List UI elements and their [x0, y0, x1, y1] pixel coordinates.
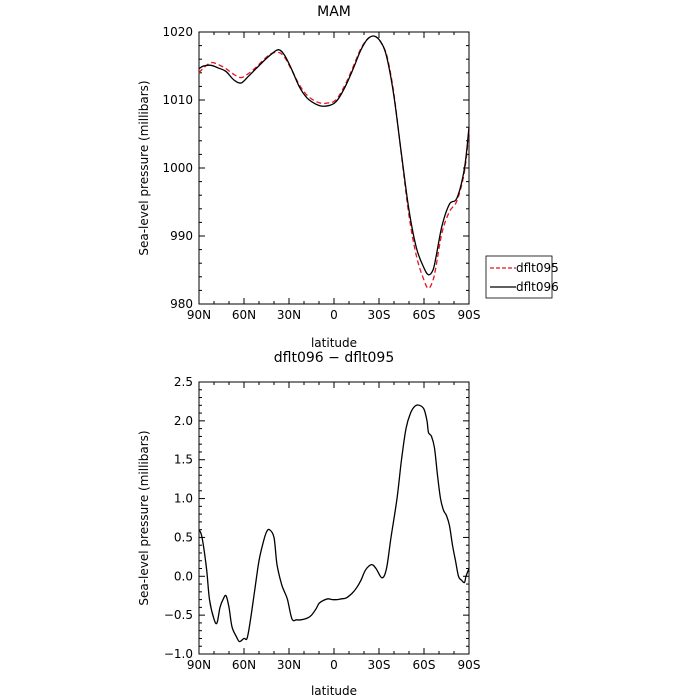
x-tick-label: 0 [330, 658, 338, 672]
y-tick-label: 1020 [162, 25, 193, 39]
x-tick-label: 30S [368, 658, 391, 672]
y-tick-label: 1.5 [174, 453, 193, 467]
y-tick-label: 990 [170, 229, 193, 243]
y-axis-label: Sea-level pressure (millibars) [137, 80, 151, 255]
x-tick-label: 90N [187, 308, 211, 322]
x-tick-label: 30N [277, 308, 301, 322]
y-tick-label: 0.0 [174, 569, 193, 583]
legend-box [485, 255, 553, 299]
series-line-dflt096 [198, 35, 470, 276]
y-tick-label: 1010 [162, 93, 193, 107]
x-axis-label: latitude [311, 336, 357, 350]
bottom-panel: dflt096 − dflt095 90N 60N 30N 0 30S 60S 90S −1.0… [137, 350, 480, 698]
x-tick-label: 60N [232, 308, 256, 322]
x-tick-label: 60S [413, 308, 436, 322]
legend-label: dflt096 [516, 280, 559, 294]
x-tick-label: 30N [277, 658, 301, 672]
y-tick-label: −0.5 [164, 608, 193, 622]
x-tick-label: 0 [330, 308, 338, 322]
x-tick-label: 60N [232, 658, 256, 672]
series-line-dflt096-dflt095 [198, 404, 470, 643]
y-tick-label: 1000 [162, 161, 193, 175]
x-tick-label: 90S [458, 658, 481, 672]
plot-frame [198, 31, 470, 305]
x-tick-label: 90N [187, 658, 211, 672]
chart-title: MAM [317, 4, 351, 20]
y-tick-label: 1.0 [174, 492, 193, 506]
y-axis-label: Sea-level pressure (millibars) [137, 430, 151, 605]
x-tick-label: 90S [458, 308, 481, 322]
top-panel: MAM 90N 60N 30N 0 30S 60S 90S 980 990 1000 1010 1020… [137, 4, 559, 350]
y-tick-label: 2.0 [174, 414, 193, 428]
y-tick-label: 2.5 [174, 375, 193, 389]
legend-label: dflt095 [516, 261, 559, 275]
x-tick-label: 60S [413, 658, 436, 672]
y-tick-label: −1.0 [164, 647, 193, 661]
plot-frame [198, 381, 470, 655]
y-tick-label: 0.5 [174, 530, 193, 544]
x-tick-label: 30S [368, 308, 391, 322]
chart-title: dflt096 − dflt095 [274, 350, 394, 366]
y-tick-label: 980 [170, 297, 193, 311]
series-line-dflt095 [198, 35, 470, 290]
x-axis-label: latitude [311, 684, 357, 698]
